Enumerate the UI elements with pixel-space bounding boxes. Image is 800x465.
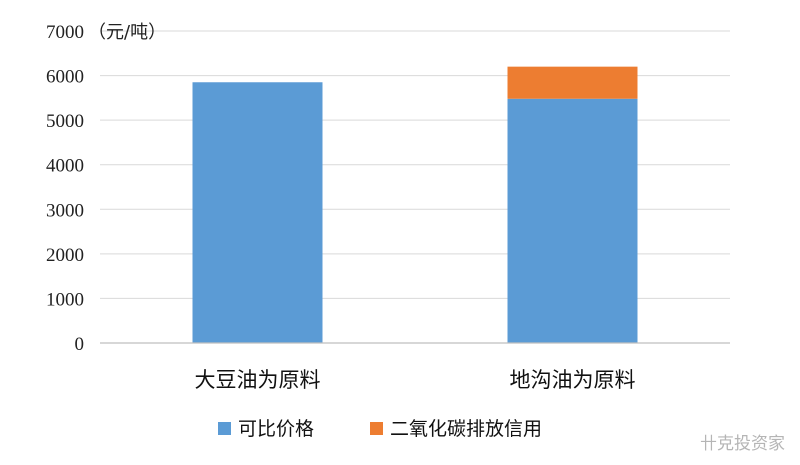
y-tick-label-6000: 6000 <box>46 67 84 88</box>
y-tick-label-4000: 4000 <box>46 156 84 177</box>
legend-swatch-2 <box>370 422 383 435</box>
legend: 可比价格 二氧化碳排放信用 <box>218 418 542 440</box>
bar-2-series-2 <box>507 66 638 99</box>
category-label-1: 大豆油为原料 <box>195 368 321 392</box>
y-axis-unit-label: （元/吨） <box>88 22 166 43</box>
y-tick-label-7000: 7000 <box>46 22 84 43</box>
category-labels: 大豆油为原料 地沟油为原料 <box>195 368 636 392</box>
y-axis-tick-labels: 0 1000 2000 3000 4000 5000 6000 7000 <box>46 22 84 355</box>
y-tick-label-1000: 1000 <box>46 289 84 310</box>
legend-label-2: 二氧化碳排放信用 <box>390 418 542 440</box>
bars <box>192 66 638 344</box>
legend-label-1: 可比价格 <box>238 418 314 440</box>
y-tick-label-3000: 3000 <box>46 200 84 221</box>
bar-2-series-1 <box>507 98 638 344</box>
bar-1-series-1 <box>192 82 323 343</box>
y-tick-label-2000: 2000 <box>46 245 84 266</box>
legend-swatch-1 <box>218 422 231 435</box>
y-tick-label-5000: 5000 <box>46 111 84 132</box>
watermark-text: 卄克投资家 <box>700 434 785 454</box>
category-label-2: 地沟油为原料 <box>510 368 636 392</box>
y-tick-label-0: 0 <box>75 334 85 355</box>
